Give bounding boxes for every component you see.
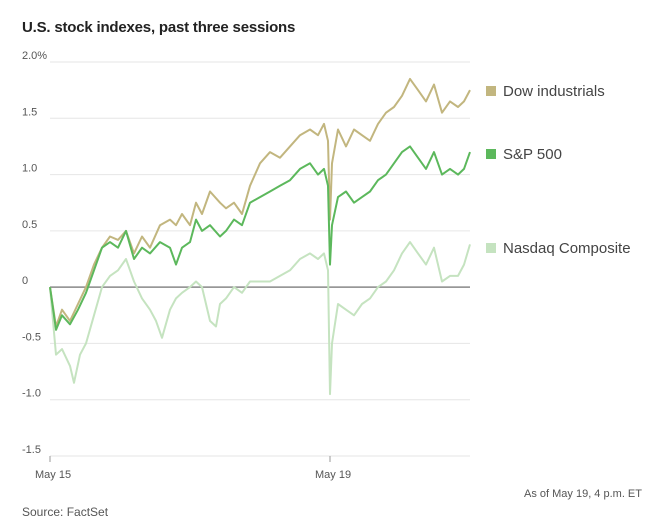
legend-label: S&P 500 bbox=[503, 146, 562, 163]
y-tick-label: -1.5 bbox=[22, 444, 41, 456]
legend-label: Dow industrials bbox=[503, 83, 605, 100]
legend-swatch bbox=[486, 243, 496, 253]
chart-title: U.S. stock indexes, past three sessions bbox=[22, 19, 296, 36]
y-tick-label: -0.5 bbox=[22, 331, 41, 343]
x-tick-label: May 15 bbox=[35, 469, 71, 481]
series-lines bbox=[49, 77, 471, 396]
source-note: Source: FactSet bbox=[22, 505, 109, 519]
x-tick-label: May 19 bbox=[315, 469, 351, 481]
y-tick-label: 0.5 bbox=[22, 219, 37, 231]
y-tick-label: -1.0 bbox=[22, 388, 41, 400]
legend: Dow industrials S&P 500 Nasdaq Composite bbox=[486, 83, 631, 257]
y-tick-label: 1.0 bbox=[22, 163, 37, 175]
legend-swatch bbox=[486, 86, 496, 96]
series-line-s-p-500 bbox=[49, 145, 471, 331]
series-line-dow-industrials bbox=[49, 77, 471, 328]
timestamp-note: As of May 19, 4 p.m. ET bbox=[524, 488, 642, 500]
y-tick-label: 1.5 bbox=[22, 106, 37, 118]
y-tick-labels: 2.0% 1.5 1.0 0.5 0 -0.5 -1.0 -1.5 bbox=[22, 50, 47, 456]
legend-label: Nasdaq Composite bbox=[503, 240, 631, 257]
gridlines bbox=[50, 61, 470, 457]
x-tick-labels: May 15 May 19 bbox=[35, 456, 351, 481]
legend-swatch bbox=[486, 149, 496, 159]
y-tick-label: 2.0% bbox=[22, 50, 47, 62]
y-tick-label: 0 bbox=[22, 275, 28, 287]
series-line-nasdaq-composite bbox=[49, 241, 471, 396]
